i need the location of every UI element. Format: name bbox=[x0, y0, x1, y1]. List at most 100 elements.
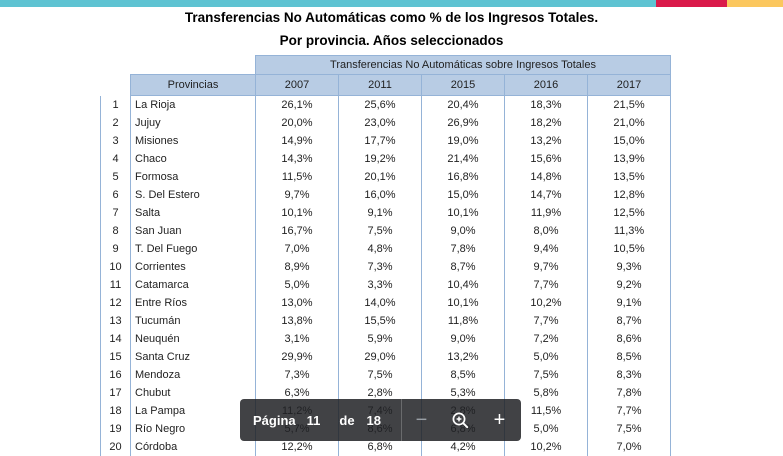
table-column-header-row: Provincias 2007 2011 2015 2016 2017 bbox=[101, 75, 671, 96]
magnifier-plus-icon bbox=[451, 411, 470, 430]
value-cell: 7,0% bbox=[588, 438, 671, 456]
value-cell: 8,7% bbox=[422, 258, 505, 276]
table-row: 9 T. Del Fuego 7,0% 4,8% 7,8% 9,4% 10,5% bbox=[101, 240, 671, 258]
value-cell: 15,0% bbox=[422, 186, 505, 204]
row-number-cell: 4 bbox=[101, 150, 131, 168]
value-cell: 11,9% bbox=[505, 204, 588, 222]
value-cell: 25,6% bbox=[339, 96, 422, 115]
value-cell: 9,3% bbox=[588, 258, 671, 276]
row-number-cell: 16 bbox=[101, 366, 131, 384]
value-cell: 7,0% bbox=[256, 240, 339, 258]
page-toolbar: Página 11 de 18 − + bbox=[240, 399, 521, 441]
province-cell: Corrientes bbox=[131, 258, 256, 276]
value-cell: 8,3% bbox=[588, 366, 671, 384]
value-cell: 12,5% bbox=[588, 204, 671, 222]
value-cell: 5,0% bbox=[256, 276, 339, 294]
table-row: 7 Salta 10,1% 9,1% 10,1% 11,9% 12,5% bbox=[101, 204, 671, 222]
province-cell: S. Del Estero bbox=[131, 186, 256, 204]
value-cell: 26,1% bbox=[256, 96, 339, 115]
table-group-header-row: Transferencias No Automáticas sobre Ingr… bbox=[101, 56, 671, 75]
value-cell: 13,2% bbox=[505, 132, 588, 150]
province-cell: La Rioja bbox=[131, 96, 256, 115]
value-cell: 9,1% bbox=[339, 204, 422, 222]
value-cell: 7,8% bbox=[588, 384, 671, 402]
value-cell: 11,3% bbox=[588, 222, 671, 240]
value-cell: 13,9% bbox=[588, 150, 671, 168]
table-row: 14 Neuquén 3,1% 5,9% 9,0% 7,2% 8,6% bbox=[101, 330, 671, 348]
province-cell: Chaco bbox=[131, 150, 256, 168]
group-header-cell: Transferencias No Automáticas sobre Ingr… bbox=[256, 56, 671, 75]
value-cell: 18,3% bbox=[505, 96, 588, 115]
value-cell: 4,8% bbox=[339, 240, 422, 258]
value-cell: 10,5% bbox=[588, 240, 671, 258]
accent-segment-red bbox=[656, 0, 727, 7]
value-cell: 9,4% bbox=[505, 240, 588, 258]
row-number-cell: 13 bbox=[101, 312, 131, 330]
table-row: 3 Misiones 14,9% 17,7% 19,0% 13,2% 15,0% bbox=[101, 132, 671, 150]
value-cell: 21,0% bbox=[588, 114, 671, 132]
value-cell: 11,8% bbox=[422, 312, 505, 330]
province-cell: Chubut bbox=[131, 384, 256, 402]
value-cell: 9,7% bbox=[256, 186, 339, 204]
value-cell: 9,0% bbox=[422, 222, 505, 240]
row-number-cell: 12 bbox=[101, 294, 131, 312]
value-cell: 7,2% bbox=[505, 330, 588, 348]
province-cell: Córdoba bbox=[131, 438, 256, 456]
value-cell: 3,1% bbox=[256, 330, 339, 348]
value-cell: 9,2% bbox=[588, 276, 671, 294]
table-row: 11 Catamarca 5,0% 3,3% 10,4% 7,7% 9,2% bbox=[101, 276, 671, 294]
accent-segment-yellow bbox=[727, 0, 783, 7]
page-of-label: de bbox=[339, 413, 354, 428]
value-cell: 20,1% bbox=[339, 168, 422, 186]
row-number-cell: 19 bbox=[101, 420, 131, 438]
value-cell: 5,9% bbox=[339, 330, 422, 348]
value-cell: 18,2% bbox=[505, 114, 588, 132]
value-cell: 8,7% bbox=[588, 312, 671, 330]
value-cell: 14,0% bbox=[339, 294, 422, 312]
province-cell: Entre Ríos bbox=[131, 294, 256, 312]
province-cell: Mendoza bbox=[131, 366, 256, 384]
zoom-out-button[interactable]: − bbox=[402, 399, 441, 441]
row-number-cell: 6 bbox=[101, 186, 131, 204]
value-cell: 9,0% bbox=[422, 330, 505, 348]
zoom-tool-button[interactable] bbox=[441, 399, 480, 441]
year-header-cell: 2015 bbox=[422, 75, 505, 96]
value-cell: 16,8% bbox=[422, 168, 505, 186]
current-page-field[interactable]: 11 bbox=[307, 413, 321, 428]
value-cell: 7,3% bbox=[256, 366, 339, 384]
page-label: Página bbox=[253, 413, 296, 428]
spacer-cell bbox=[131, 56, 256, 75]
province-cell: Neuquén bbox=[131, 330, 256, 348]
value-cell: 23,0% bbox=[339, 114, 422, 132]
value-cell: 10,1% bbox=[422, 294, 505, 312]
row-number-cell: 8 bbox=[101, 222, 131, 240]
row-number-cell: 1 bbox=[101, 96, 131, 115]
total-pages-label: 18 bbox=[367, 413, 381, 428]
value-cell: 7,7% bbox=[588, 402, 671, 420]
table-row: 15 Santa Cruz 29,9% 29,0% 13,2% 5,0% 8,5… bbox=[101, 348, 671, 366]
value-cell: 10,4% bbox=[422, 276, 505, 294]
province-cell: Santa Cruz bbox=[131, 348, 256, 366]
row-number-cell: 9 bbox=[101, 240, 131, 258]
value-cell: 13,2% bbox=[422, 348, 505, 366]
zoom-in-button[interactable]: + bbox=[480, 399, 519, 441]
value-cell: 3,3% bbox=[339, 276, 422, 294]
province-cell: Formosa bbox=[131, 168, 256, 186]
accent-segment-teal bbox=[0, 0, 656, 7]
table-row: 4 Chaco 14,3% 19,2% 21,4% 15,6% 13,9% bbox=[101, 150, 671, 168]
value-cell: 15,5% bbox=[339, 312, 422, 330]
value-cell: 8,0% bbox=[505, 222, 588, 240]
value-cell: 17,7% bbox=[339, 132, 422, 150]
accent-bar bbox=[0, 0, 783, 7]
value-cell: 7,8% bbox=[422, 240, 505, 258]
value-cell: 14,8% bbox=[505, 168, 588, 186]
value-cell: 10,2% bbox=[505, 294, 588, 312]
value-cell: 7,5% bbox=[588, 420, 671, 438]
value-cell: 13,8% bbox=[256, 312, 339, 330]
value-cell: 29,9% bbox=[256, 348, 339, 366]
row-number-cell: 18 bbox=[101, 402, 131, 420]
table-row: 5 Formosa 11,5% 20,1% 16,8% 14,8% 13,5% bbox=[101, 168, 671, 186]
value-cell: 7,5% bbox=[505, 366, 588, 384]
value-cell: 9,1% bbox=[588, 294, 671, 312]
value-cell: 13,0% bbox=[256, 294, 339, 312]
